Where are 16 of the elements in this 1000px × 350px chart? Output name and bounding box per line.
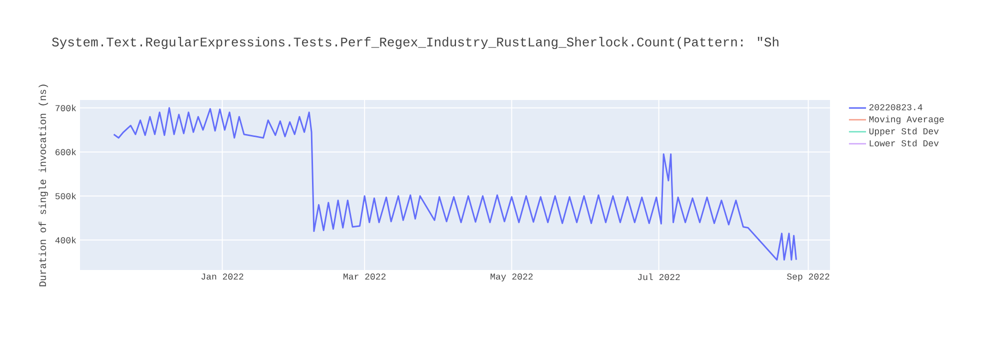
legend-label: Moving Average [869,116,944,124]
legend-label: Lower Std Dev [870,140,939,146]
y-tick-label: 500k [55,192,76,200]
y-tick-label: 600k [56,148,76,156]
y-axis-title: Duration of single invocation (ns) [38,84,48,286]
y-tick-label: 700k [56,104,76,112]
y-tick-label: 400k [55,236,76,244]
legend-label: 20220823.4 [869,104,922,110]
x-tick-label: Sep 2022 [787,274,830,282]
x-tick-label: Jul 2022 [638,274,680,280]
legend-label: Upper Std Dev [869,128,939,136]
x-tick-label: May 2022 [490,274,533,282]
line-series [113,107,797,261]
chart-title: System.Text.RegularExpressions.Tests.Perf_Regex_Industry_RustLang_Sherlock.Count(Pattern: "Sh [52,36,778,50]
x-tick-label: Jan 2022 [201,274,244,280]
x-tick-label: Mar 2022 [344,274,386,280]
